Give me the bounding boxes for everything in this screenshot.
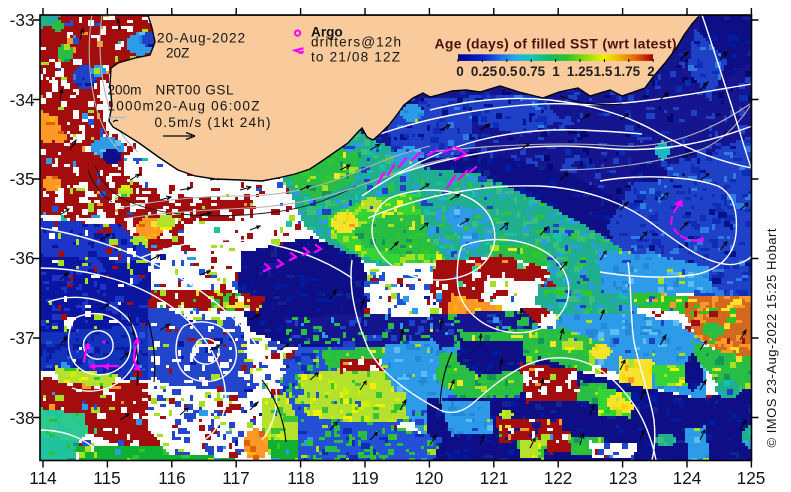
svg-text:117: 117: [222, 468, 249, 488]
svg-text:122: 122: [544, 468, 573, 488]
svg-text:0.5: 0.5: [499, 64, 518, 79]
svg-text:114: 114: [29, 468, 57, 488]
svg-text:1.5: 1.5: [594, 64, 613, 79]
svg-text:120: 120: [415, 468, 444, 488]
svg-text:1.25: 1.25: [567, 64, 594, 79]
svg-text:-33: -33: [10, 10, 35, 30]
svg-text:drifters@12h: drifters@12h: [311, 35, 401, 50]
svg-text:123: 123: [609, 468, 638, 488]
svg-text:119: 119: [351, 468, 378, 488]
svg-text:0.25: 0.25: [471, 64, 498, 79]
svg-text:© IMOS 23-Aug-2022 15:25 Hobar: © IMOS 23-Aug-2022 15:25 Hobart: [764, 228, 779, 447]
svg-text:124: 124: [673, 468, 702, 488]
svg-text:1000m20-Aug 06:00Z: 1000m20-Aug 06:00Z: [108, 98, 260, 113]
svg-text:0: 0: [456, 64, 464, 79]
svg-text:-34: -34: [10, 90, 35, 110]
svg-text:-38: -38: [10, 408, 35, 428]
svg-text:115: 115: [93, 468, 120, 488]
svg-text:Age (days) of filled SST (wrt: Age (days) of filled SST (wrt latest): [435, 36, 677, 52]
svg-text:1: 1: [552, 64, 560, 79]
svg-text:-36: -36: [10, 248, 35, 268]
svg-text:-35: -35: [10, 169, 35, 189]
svg-text:116: 116: [158, 468, 185, 488]
svg-text:20Z: 20Z: [166, 45, 189, 60]
svg-text:125: 125: [737, 468, 766, 488]
svg-text:2: 2: [647, 64, 655, 79]
svg-text:200m: 200m: [108, 83, 142, 98]
svg-text:1.75: 1.75: [614, 64, 641, 79]
svg-text:20-Aug-2022: 20-Aug-2022: [157, 31, 245, 46]
svg-text:-37: -37: [10, 328, 35, 348]
svg-text:0.5m/s (1kt 24h): 0.5m/s (1kt 24h): [155, 115, 271, 130]
svg-text:Argo: Argo: [311, 25, 343, 40]
svg-text:118: 118: [287, 468, 314, 488]
svg-text:NRT00 GSL: NRT00 GSL: [156, 83, 234, 98]
svg-text:to 21/08 12Z: to 21/08 12Z: [311, 49, 400, 64]
svg-text:121: 121: [480, 468, 509, 488]
svg-text:0.75: 0.75: [519, 64, 546, 79]
